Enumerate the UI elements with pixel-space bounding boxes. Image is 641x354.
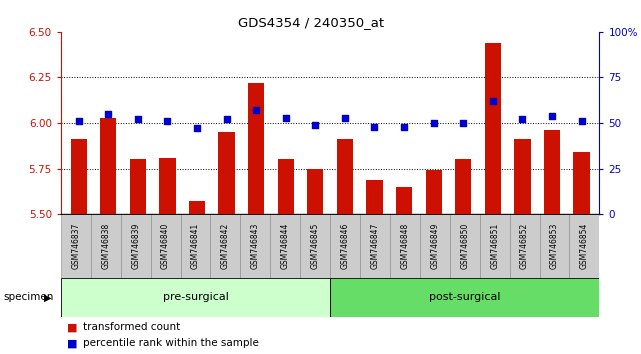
Bar	[367, 179, 383, 214]
Bar	[248, 83, 264, 214]
Text: specimen: specimen	[3, 292, 54, 302]
Text: GSM746840: GSM746840	[161, 223, 170, 269]
Point	[192, 126, 202, 131]
Point	[162, 118, 172, 124]
Point	[488, 98, 498, 104]
Text: GSM746839: GSM746839	[131, 223, 140, 269]
Text: GDS4354 / 240350_at: GDS4354 / 240350_at	[238, 16, 384, 29]
Bar	[485, 43, 501, 214]
Text: GSM746854: GSM746854	[580, 223, 589, 269]
Point	[221, 116, 231, 122]
Text: GSM746845: GSM746845	[311, 223, 320, 269]
Text: GSM746853: GSM746853	[550, 223, 559, 269]
Bar	[307, 169, 324, 214]
Text: GSM746849: GSM746849	[430, 223, 439, 269]
Bar	[514, 139, 531, 214]
Bar	[61, 278, 330, 317]
Bar	[159, 158, 176, 214]
Bar	[278, 159, 294, 214]
Bar	[426, 170, 442, 214]
Point	[133, 116, 143, 122]
Point	[369, 124, 379, 130]
Point	[576, 118, 587, 124]
Bar	[396, 187, 412, 214]
Text: transformed count: transformed count	[83, 322, 181, 332]
Text: GSM746848: GSM746848	[401, 223, 410, 269]
Bar	[219, 132, 235, 214]
Bar	[420, 214, 450, 278]
Point	[517, 116, 528, 122]
Text: GSM746841: GSM746841	[191, 223, 200, 269]
Bar	[210, 214, 240, 278]
Bar	[337, 139, 353, 214]
Point	[310, 122, 320, 128]
Point	[251, 107, 262, 113]
Text: ■: ■	[67, 322, 78, 332]
Bar	[510, 214, 540, 278]
Bar	[189, 201, 205, 214]
Text: ▶: ▶	[44, 292, 51, 302]
Point	[547, 113, 557, 119]
Point	[74, 118, 84, 124]
Bar	[181, 214, 210, 278]
Bar	[100, 118, 117, 214]
Bar	[455, 159, 471, 214]
Point	[340, 115, 350, 120]
Bar	[300, 214, 330, 278]
Text: GSM746846: GSM746846	[340, 223, 349, 269]
Text: GSM746847: GSM746847	[370, 223, 379, 269]
Bar	[574, 152, 590, 214]
Bar	[569, 214, 599, 278]
Text: post-surgical: post-surgical	[429, 292, 501, 302]
Point	[429, 120, 439, 126]
Bar	[330, 214, 360, 278]
Bar	[330, 278, 599, 317]
Bar	[240, 214, 271, 278]
Bar	[129, 159, 146, 214]
Text: percentile rank within the sample: percentile rank within the sample	[83, 338, 259, 348]
Point	[399, 124, 409, 130]
Bar	[390, 214, 420, 278]
Text: GSM746852: GSM746852	[520, 223, 529, 269]
Bar	[544, 130, 560, 214]
Bar	[71, 139, 87, 214]
Point	[458, 120, 469, 126]
Bar	[479, 214, 510, 278]
Bar	[450, 214, 479, 278]
Point	[103, 111, 113, 117]
Text: GSM746838: GSM746838	[101, 223, 110, 269]
Bar	[360, 214, 390, 278]
Bar	[271, 214, 300, 278]
Bar	[151, 214, 181, 278]
Text: ■: ■	[67, 338, 78, 348]
Text: pre-surgical: pre-surgical	[163, 292, 228, 302]
Bar	[540, 214, 569, 278]
Text: GSM746837: GSM746837	[71, 223, 80, 269]
Bar	[121, 214, 151, 278]
Bar	[61, 214, 91, 278]
Text: GSM746843: GSM746843	[251, 223, 260, 269]
Text: GSM746850: GSM746850	[460, 223, 469, 269]
Text: GSM746844: GSM746844	[281, 223, 290, 269]
Text: GSM746842: GSM746842	[221, 223, 230, 269]
Text: GSM746851: GSM746851	[490, 223, 499, 269]
Bar	[91, 214, 121, 278]
Point	[281, 115, 291, 120]
